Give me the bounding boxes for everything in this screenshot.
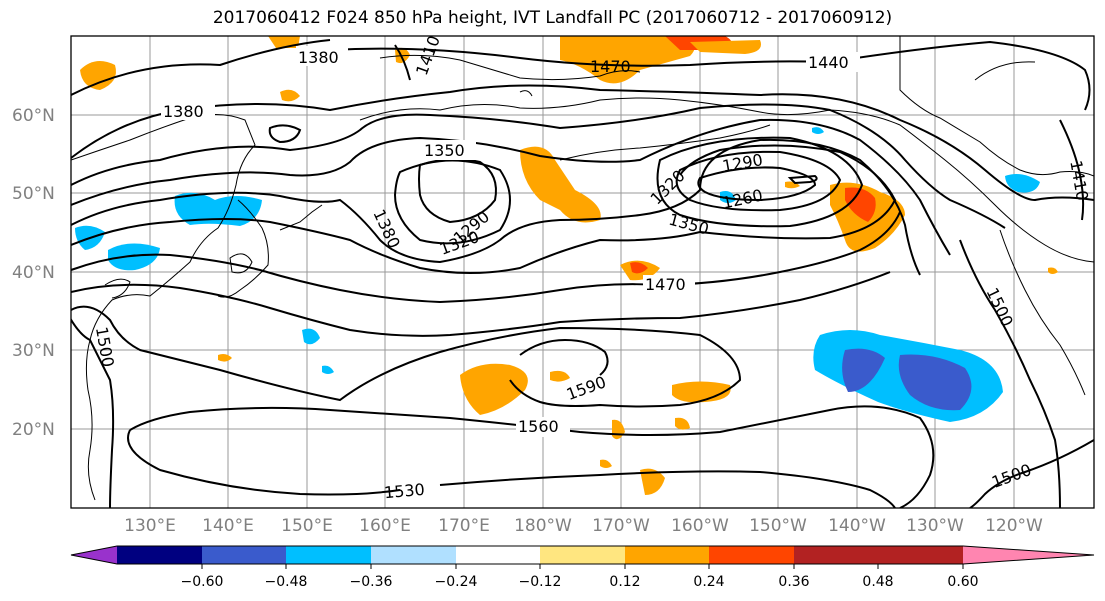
lat-label: 40°N — [12, 263, 55, 283]
contour-label: 1380 — [163, 102, 204, 121]
lon-label: 150°E — [281, 516, 333, 536]
colorbar-tick-label: 0.12 — [609, 574, 640, 590]
figure-title: 2017060412 F024 850 hPa height, IVT Land… — [212, 8, 893, 28]
lon-label: 140°W — [828, 516, 886, 536]
lon-label: 130°W — [906, 516, 964, 536]
colorbar-segment — [117, 546, 202, 564]
colorbar-tick-label: 0.60 — [947, 574, 978, 590]
colorbar-segment — [202, 546, 286, 564]
colorbar-segment — [286, 546, 371, 564]
colorbar-tick-label: −0.12 — [519, 574, 562, 590]
colorbar-segment — [456, 546, 540, 564]
colorbar-tick-label: −0.60 — [181, 574, 224, 590]
colorbar-tick-label: 0.48 — [862, 574, 893, 590]
colorbar-segment — [794, 546, 878, 564]
contour-label: 1530 — [383, 480, 425, 502]
colorbar-segment — [709, 546, 794, 564]
contour-label: 1350 — [424, 141, 465, 160]
colorbar-tick-label: 0.36 — [778, 574, 809, 590]
longitude-labels: 130°E 140°E 150°E 160°E 170°E 180°W 170°… — [124, 516, 1043, 536]
lat-label: 60°N — [12, 106, 55, 126]
colorbar-tick-label: −0.36 — [350, 574, 393, 590]
colorbar-extend-high — [963, 546, 1094, 564]
contour-label: 1470 — [590, 57, 631, 76]
lon-label: 170°W — [592, 516, 650, 536]
colorbar-tick-label: −0.24 — [435, 574, 478, 590]
lon-label: 170°E — [438, 516, 490, 536]
colorbar-segment — [625, 546, 709, 564]
ivt-positive-regions — [80, 36, 1058, 495]
lon-label: 140°E — [202, 516, 254, 536]
lat-label: 50°N — [12, 184, 55, 204]
lat-label: 20°N — [12, 420, 55, 440]
colorbar-segment — [878, 546, 963, 564]
colorbar: −0.60 −0.48 −0.36 −0.24 −0.12 0.12 0.24 … — [70, 545, 1095, 590]
contour-label: 1380 — [298, 48, 339, 67]
height-contours — [71, 39, 1094, 508]
colorbar-segment — [540, 546, 625, 564]
lat-label: 30°N — [12, 341, 55, 361]
lon-label: 180°W — [514, 516, 572, 536]
colorbar-segment — [371, 546, 456, 564]
lon-label: 120°W — [985, 516, 1043, 536]
contour-label: 1440 — [808, 53, 849, 72]
latitude-labels: 60°N 50°N 40°N 30°N 20°N — [12, 106, 55, 440]
lon-label: 160°W — [671, 516, 729, 536]
colorbar-extend-low — [71, 546, 117, 564]
colorbar-tick-label: −0.48 — [265, 574, 308, 590]
lon-label: 150°W — [749, 516, 807, 536]
lon-label: 130°E — [124, 516, 176, 536]
ivt-negative-regions — [75, 127, 1040, 422]
colorbar-tick-label: 0.24 — [693, 574, 724, 590]
map-frame — [70, 35, 1095, 509]
contour-label: 1470 — [645, 275, 686, 294]
lon-label: 160°E — [359, 516, 411, 536]
graticule — [71, 36, 1094, 508]
contour-label: 1560 — [518, 417, 559, 436]
